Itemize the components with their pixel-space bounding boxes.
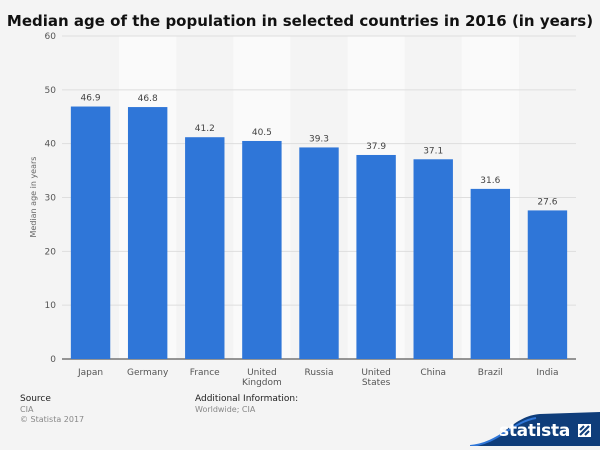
bar-france (185, 137, 225, 359)
chart-title: Median age of the population in selected… (6, 12, 594, 30)
x-tick-label: Kingdom (242, 378, 282, 388)
data-label: 37.1 (423, 146, 443, 156)
source-heading: Source (20, 394, 51, 404)
bar-china (413, 159, 453, 359)
copyright: © Statista 2017 (20, 415, 85, 424)
bar-united-states (356, 154, 396, 359)
bar-united-kingdom (242, 140, 282, 359)
bar-russia (299, 147, 339, 359)
x-tick-label: United (361, 368, 391, 378)
y-tick-label: 10 (45, 301, 57, 311)
x-tick-label: States (362, 378, 391, 388)
x-tick-label: France (190, 368, 220, 378)
x-tick-label: Germany (127, 368, 169, 378)
x-tick-label: India (536, 368, 558, 378)
bar-germany (127, 107, 168, 359)
y-tick-label: 30 (45, 194, 57, 204)
brand-name: statista (499, 421, 570, 441)
x-tick-label: United (247, 368, 277, 378)
data-label: 46.8 (138, 94, 158, 104)
data-label: 39.3 (309, 134, 329, 144)
additional-info-heading: Additional Information: (195, 394, 299, 404)
data-label: 46.9 (81, 94, 101, 104)
data-label: 41.2 (195, 124, 215, 134)
bar-brazil (470, 188, 511, 359)
additional-info-value: Worldwide; CIA (195, 405, 256, 414)
data-label: 27.6 (537, 197, 557, 207)
y-axis-label: Median age in years (29, 157, 38, 238)
x-tick-label: Brazil (478, 368, 503, 378)
y-tick-label: 0 (50, 355, 56, 365)
data-label: 37.9 (366, 142, 386, 152)
data-label: 40.5 (252, 128, 272, 138)
source-value[interactable]: CIA (20, 405, 34, 414)
x-tick-label: Russia (305, 368, 334, 378)
bar-chart: 0 10 20 30 40 50 60 46.9 46.8 41.2 40.5 39.3 37.9 37… (29, 32, 576, 388)
bar-japan (70, 106, 111, 359)
logo-wave-icon (469, 412, 600, 447)
x-tick-label: China (420, 368, 446, 378)
x-tick-label: Japan (77, 368, 103, 378)
footer: Source CIA © Statista 2017 Additional In… (0, 392, 600, 447)
y-tick-label: 50 (45, 86, 57, 96)
statista-logo[interactable]: statista (469, 412, 600, 447)
y-tick-label: 20 (45, 247, 57, 257)
y-tick-label: 40 (45, 140, 57, 150)
bar-india (527, 210, 568, 359)
data-label: 31.6 (480, 176, 500, 186)
y-tick-label: 60 (45, 32, 57, 42)
